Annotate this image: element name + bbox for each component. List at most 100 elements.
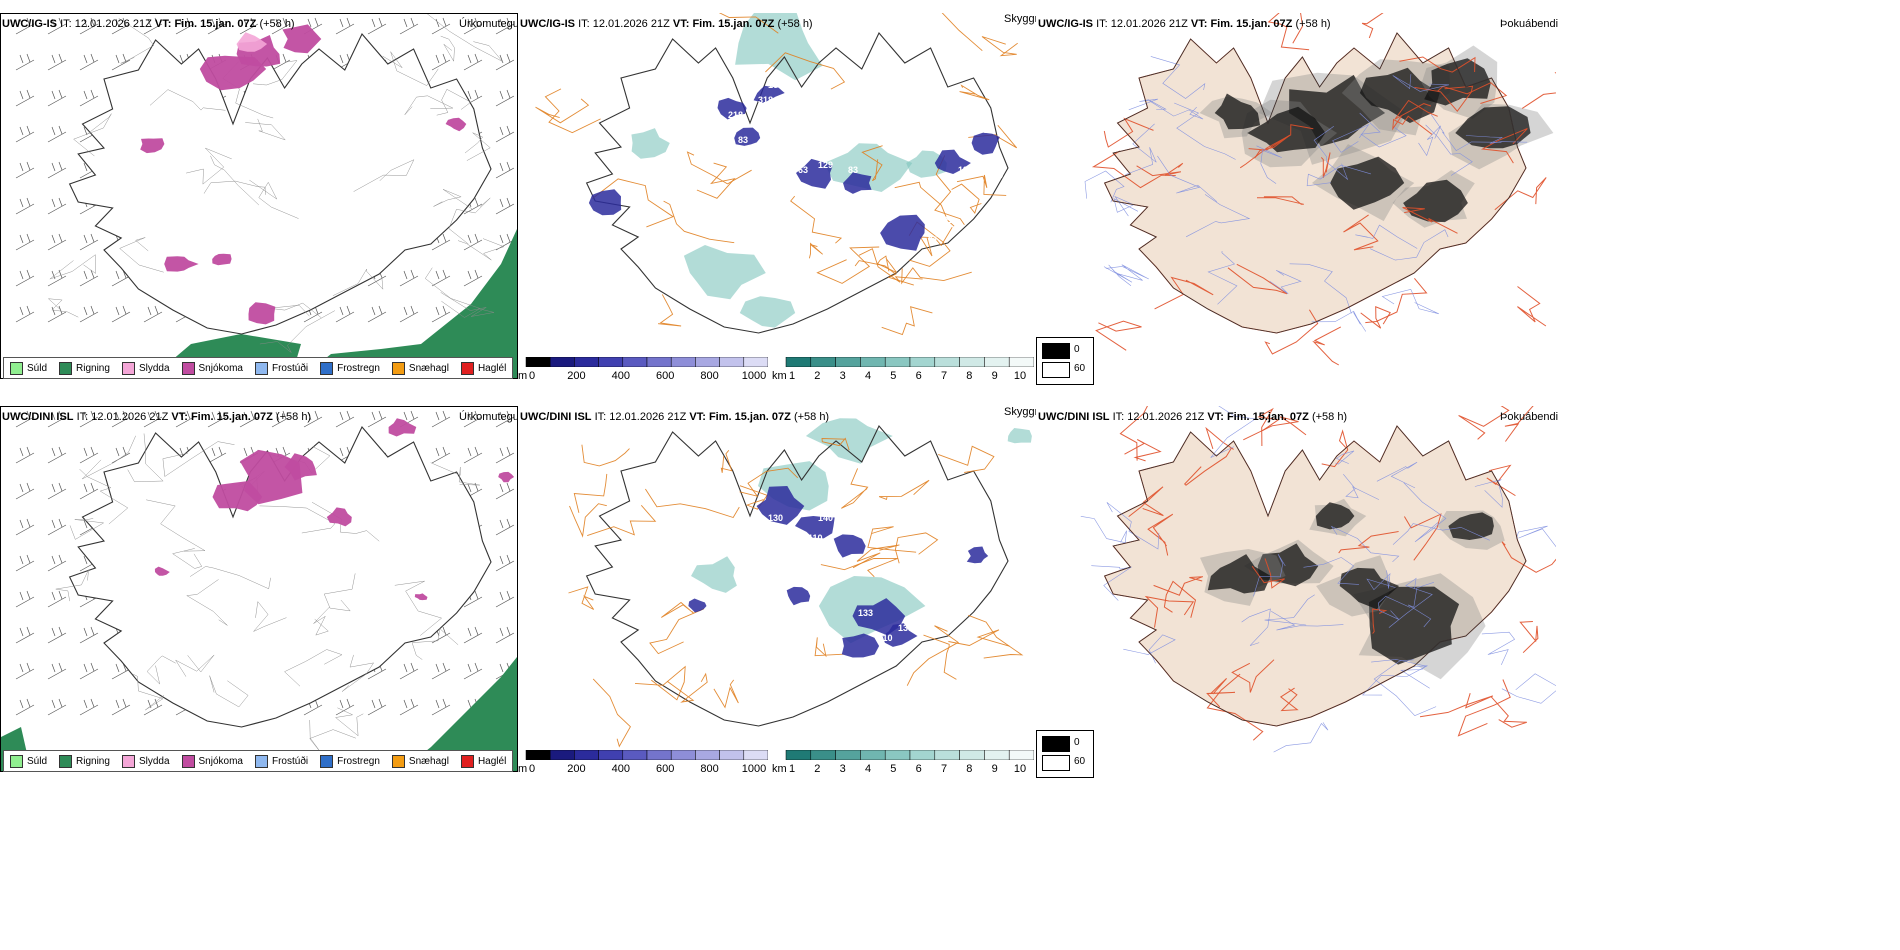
road-line — [634, 665, 686, 701]
road-line — [1392, 74, 1450, 92]
road-line — [645, 488, 740, 519]
colorbar-cell — [934, 750, 960, 760]
colorbar-cell — [810, 357, 836, 367]
wind-barb — [463, 446, 483, 464]
wind-barb — [47, 89, 67, 107]
road-line — [149, 89, 226, 111]
header-precip-bottom: UWC/DINI ISL IT: 12.01.2026 21Z VT: Fim.… — [2, 411, 312, 423]
wind-barb — [111, 305, 131, 323]
road-line — [1430, 114, 1502, 151]
snow-area — [212, 481, 263, 512]
snow-depth-label: 49 — [978, 125, 988, 135]
road-line — [1360, 306, 1391, 329]
road-line — [118, 18, 155, 64]
colorbar-cell — [622, 357, 648, 367]
wind-barb — [143, 17, 163, 35]
road-line — [1144, 595, 1195, 628]
wind-barb — [495, 446, 515, 464]
road-line — [55, 569, 89, 602]
wind-barb — [47, 233, 67, 251]
road-line — [259, 505, 336, 534]
road-line — [948, 629, 1010, 647]
wind-barb — [47, 482, 67, 500]
wind-barb — [111, 446, 131, 464]
colorbar-tick-label: 1000 — [741, 370, 767, 382]
road-line — [1504, 406, 1534, 442]
snow-depth-label: 133 — [858, 608, 873, 618]
snow-depth-label: 110 — [808, 533, 823, 543]
road-line — [1174, 102, 1236, 160]
colorbar-cell — [743, 357, 768, 367]
colorbar-cell — [670, 357, 696, 367]
wind-barb — [79, 446, 99, 464]
colorbar-tick-label: 400 — [611, 370, 630, 382]
road-line — [47, 298, 79, 318]
wind-barb — [463, 410, 483, 428]
island-outline — [1104, 425, 1527, 727]
road-line — [448, 197, 491, 245]
colorbar-cell — [695, 357, 720, 367]
snow-depth-label: 19 — [958, 165, 968, 175]
road-line — [341, 654, 375, 692]
road-network — [535, 13, 1018, 336]
road-line — [906, 625, 960, 686]
colorbar-cell — [598, 750, 624, 760]
road-line — [69, 518, 105, 540]
road-line — [1147, 513, 1174, 556]
colorbar-cell — [810, 750, 836, 760]
road-line — [663, 200, 735, 244]
road-line — [1311, 310, 1367, 332]
colorbar-tick-label: 10 — [1013, 370, 1027, 382]
road-line — [1501, 673, 1556, 704]
colorbar-tick-label: 7 — [940, 763, 948, 775]
road-line — [1253, 554, 1286, 597]
colorbar-cell — [785, 750, 812, 760]
road-line — [808, 242, 823, 259]
wind-barb — [463, 269, 483, 287]
cloud-base-area — [683, 245, 766, 300]
road-line — [1490, 696, 1527, 728]
road-line — [1335, 450, 1355, 465]
colorbar-cell — [884, 750, 911, 760]
wind-barb — [271, 410, 291, 428]
road-line — [440, 35, 455, 63]
wind-barb — [79, 89, 99, 107]
road-line — [841, 468, 869, 509]
road-line — [424, 267, 481, 318]
colorbar-tick-label: 400 — [611, 763, 630, 775]
wind-barb — [47, 626, 67, 644]
road-line — [1210, 406, 1257, 458]
wind-barb — [15, 446, 35, 464]
fog-legend-bottom: 0 60 — [1036, 730, 1094, 778]
snow-depth-area — [756, 486, 805, 525]
road-line — [394, 580, 443, 636]
road-line — [1154, 276, 1214, 310]
road-line — [1372, 608, 1388, 634]
river-network — [1080, 406, 1556, 753]
wind-barb — [495, 410, 515, 428]
wind-barb — [463, 233, 483, 251]
rain-area — [301, 229, 517, 378]
road-line — [1521, 72, 1556, 109]
road-line — [1241, 608, 1271, 646]
snow-depth-label: 311 — [798, 295, 813, 305]
road-line — [1494, 177, 1547, 211]
snow-depth-label: 118 — [918, 568, 933, 578]
road-line — [1320, 152, 1331, 178]
road-line — [1365, 277, 1428, 324]
road-line — [569, 503, 607, 538]
road-line — [1123, 634, 1176, 664]
road-line — [1419, 693, 1494, 718]
cloud-base-area — [735, 13, 823, 81]
header-fog-bottom: UWC/DINI ISL IT: 12.01.2026 21Z VT: Fim.… — [1038, 411, 1348, 423]
colorbar-cell — [984, 750, 1010, 760]
snow-colorbar-bottom: m 0 200 400 600 800 1000 — [518, 750, 768, 775]
snow-depth-area — [688, 598, 707, 613]
road-line — [1303, 557, 1360, 585]
road-line — [861, 145, 883, 182]
road-line — [821, 437, 850, 451]
road-line — [923, 634, 957, 680]
road-line — [1103, 264, 1133, 286]
road-line — [119, 237, 164, 273]
snow-area — [388, 418, 417, 437]
